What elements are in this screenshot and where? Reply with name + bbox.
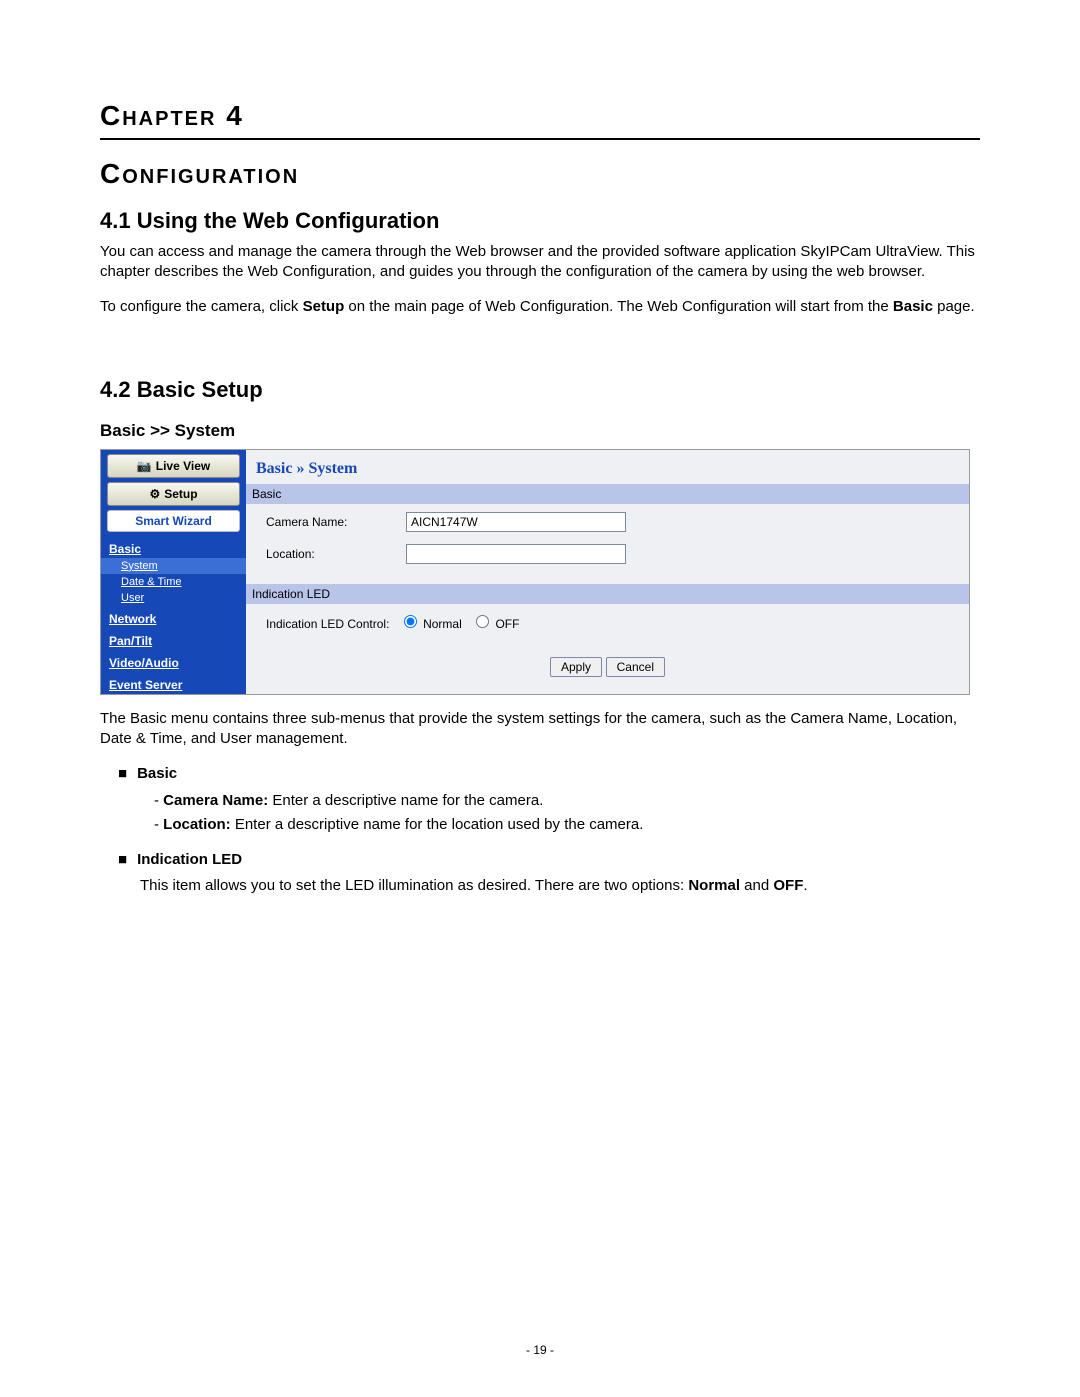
- apply-button[interactable]: Apply: [550, 657, 602, 677]
- text: page.: [933, 298, 975, 315]
- radio-label-normal[interactable]: Normal: [399, 617, 465, 631]
- breadcrumb: Basic » System: [256, 456, 959, 484]
- bold-text: Setup: [303, 298, 345, 315]
- live-view-button[interactable]: 📷 Live View: [107, 454, 240, 478]
- paragraph: The Basic menu contains three sub-menus …: [100, 709, 980, 750]
- chapter-title: Chapter 4: [100, 100, 980, 140]
- paragraph: To configure the camera, click Setup on …: [100, 297, 980, 317]
- form-row-camera-name: Camera Name:: [256, 504, 959, 536]
- nav-category-videoaudio[interactable]: Video/Audio: [101, 650, 246, 672]
- section-strip-basic: Basic: [246, 484, 969, 504]
- setup-label: Setup: [164, 487, 197, 501]
- config-ui-screenshot: 📷 Live View ⚙ Setup Smart Wizard Basic S…: [100, 449, 970, 695]
- bold-text: Normal: [688, 877, 740, 894]
- camera-icon: 📷: [137, 459, 152, 473]
- radio-led-off[interactable]: [476, 615, 489, 628]
- section-strip-led: Indication LED: [246, 584, 969, 604]
- radio-label-off[interactable]: OFF: [471, 617, 519, 631]
- radio-text-off: OFF: [495, 617, 519, 631]
- subsection-heading: Basic >> System: [100, 421, 980, 441]
- form-row-location: Location:: [256, 536, 959, 584]
- text: on the main page of Web Configuration. T…: [344, 298, 893, 315]
- bullet-list: Basic Camera Name: Enter a descriptive n…: [100, 763, 980, 898]
- text: Enter a descriptive name for the locatio…: [231, 816, 644, 833]
- bold-text: OFF: [773, 877, 803, 894]
- label-led-control: Indication LED Control:: [266, 617, 389, 631]
- gear-icon: ⚙: [149, 487, 160, 501]
- chapter-subtitle: Configuration: [100, 158, 980, 190]
- section-heading-42: 4.2 Basic Setup: [100, 377, 980, 403]
- bold-text: Basic: [893, 298, 933, 315]
- radio-text-normal: Normal: [423, 617, 462, 631]
- nav-item-datetime[interactable]: Date & Time: [101, 574, 246, 590]
- setup-button[interactable]: ⚙ Setup: [107, 482, 240, 506]
- content-panel: Basic » System Basic Camera Name: Locati…: [246, 450, 969, 694]
- nav-item-system[interactable]: System: [101, 558, 246, 574]
- bullet-location: Location: Enter a descriptive name for t…: [154, 814, 980, 837]
- bullet-basic-label: Basic: [137, 765, 177, 782]
- smart-wizard-link[interactable]: Smart Wizard: [107, 510, 240, 532]
- text: and: [740, 877, 773, 894]
- bullet-led-label: Indication LED: [137, 851, 242, 868]
- text: To configure the camera, click: [100, 298, 303, 315]
- nav-item-user[interactable]: User: [101, 590, 246, 606]
- paragraph: You can access and manage the camera thr…: [100, 242, 980, 283]
- nav-category-eventserver[interactable]: Event Server: [101, 672, 246, 694]
- text: Enter a descriptive name for the camera.: [268, 792, 543, 809]
- bullet-indication-led: Indication LED: [118, 849, 980, 872]
- nav-category-pantilt[interactable]: Pan/Tilt: [101, 628, 246, 650]
- button-row: Apply Cancel: [256, 645, 959, 685]
- led-description: This item allows you to set the LED illu…: [140, 875, 980, 898]
- page-number: - 19 -: [0, 1343, 1080, 1357]
- cancel-button[interactable]: Cancel: [606, 657, 665, 677]
- radio-led-normal[interactable]: [404, 615, 417, 628]
- nav-category-network[interactable]: Network: [101, 606, 246, 628]
- led-control-row: Indication LED Control: Normal OFF: [256, 604, 959, 645]
- input-location[interactable]: [406, 544, 626, 564]
- live-view-label: Live View: [156, 459, 210, 473]
- input-camera-name[interactable]: [406, 512, 626, 532]
- bold-text: Location:: [163, 816, 231, 833]
- nav-category-basic[interactable]: Basic: [101, 536, 246, 558]
- text: This item allows you to set the LED illu…: [140, 877, 688, 894]
- sidebar: 📷 Live View ⚙ Setup Smart Wizard Basic S…: [101, 450, 246, 694]
- bold-text: Camera Name:: [163, 792, 268, 809]
- text: .: [803, 877, 807, 894]
- section-heading-41: 4.1 Using the Web Configuration: [100, 208, 980, 234]
- bullet-basic: Basic: [118, 763, 980, 786]
- label-location: Location:: [266, 547, 406, 561]
- bullet-camera-name: Camera Name: Enter a descriptive name fo…: [154, 790, 980, 813]
- label-camera-name: Camera Name:: [266, 515, 406, 529]
